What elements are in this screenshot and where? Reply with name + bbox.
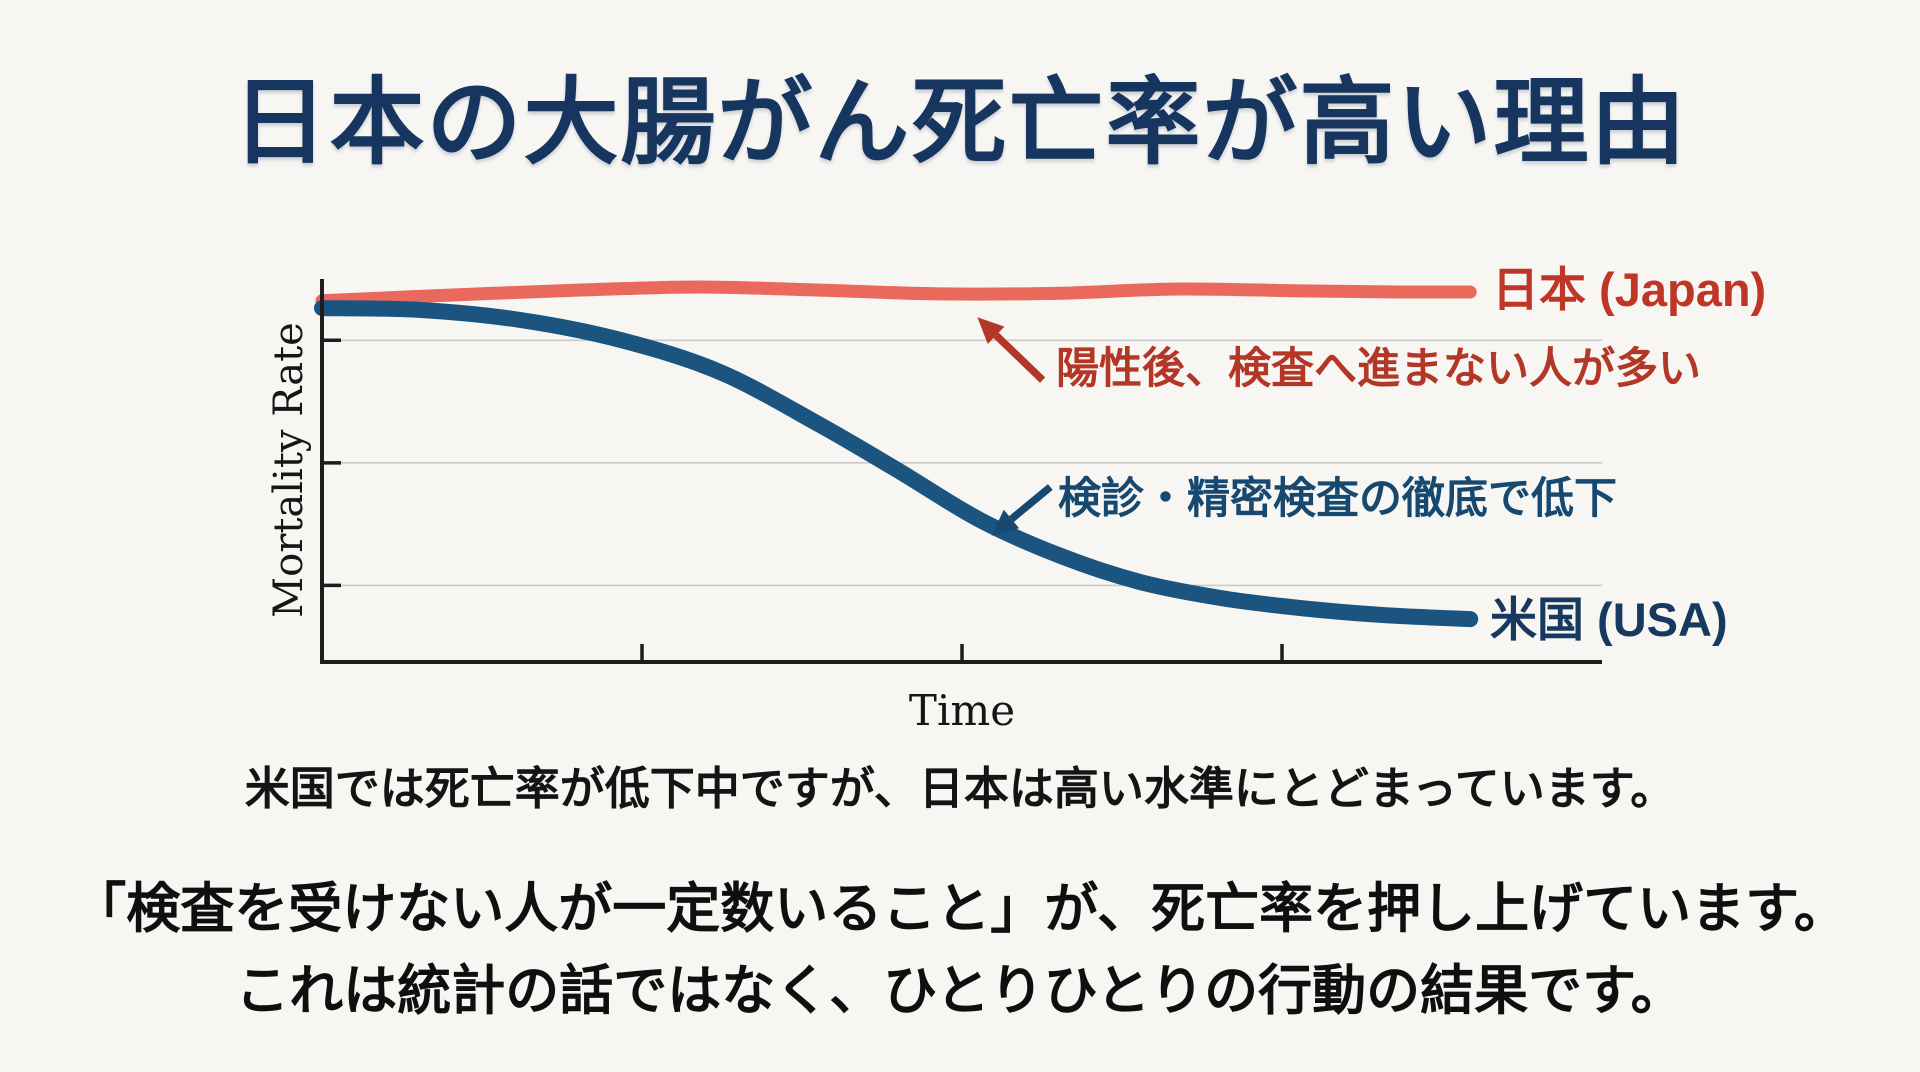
japan-annotation-text: 陽性後、検査へ進まない人が多い	[1056, 345, 1701, 393]
usa-line	[314, 300, 1479, 628]
y-axis-label: Mortality Rate	[266, 322, 312, 618]
usa-annotation-arrow-head	[991, 509, 1020, 536]
usa-annotation-arrow-shaft	[1009, 484, 1053, 522]
usa-annotation-text: 検診・精密検査の徹底で低下	[1058, 475, 1617, 523]
japan-line	[315, 280, 1477, 308]
caption-emphasis-line1: 「検査を受けない人が一定数いること」が、死亡率を押し上げています。	[72, 879, 1848, 939]
usa-series-label: 米国 (USA)	[1490, 593, 1728, 646]
x-axis-label: Time	[908, 686, 1016, 735]
caption-emphasis-line2: これは統計の話ではなく、ひとりひとりの行動の結果です。	[235, 961, 1685, 1021]
japan-series-label: 日本 (Japan)	[1492, 263, 1767, 316]
page-title: 日本の大腸がん死亡率が高い理由	[232, 70, 1688, 176]
japan-annotation-arrow-head	[977, 317, 1005, 344]
japan-annotation-arrow-shaft	[993, 332, 1046, 383]
caption-summary: 米国では死亡率が低下中ですが、日本は高い水準にとどまっています。	[244, 763, 1676, 814]
